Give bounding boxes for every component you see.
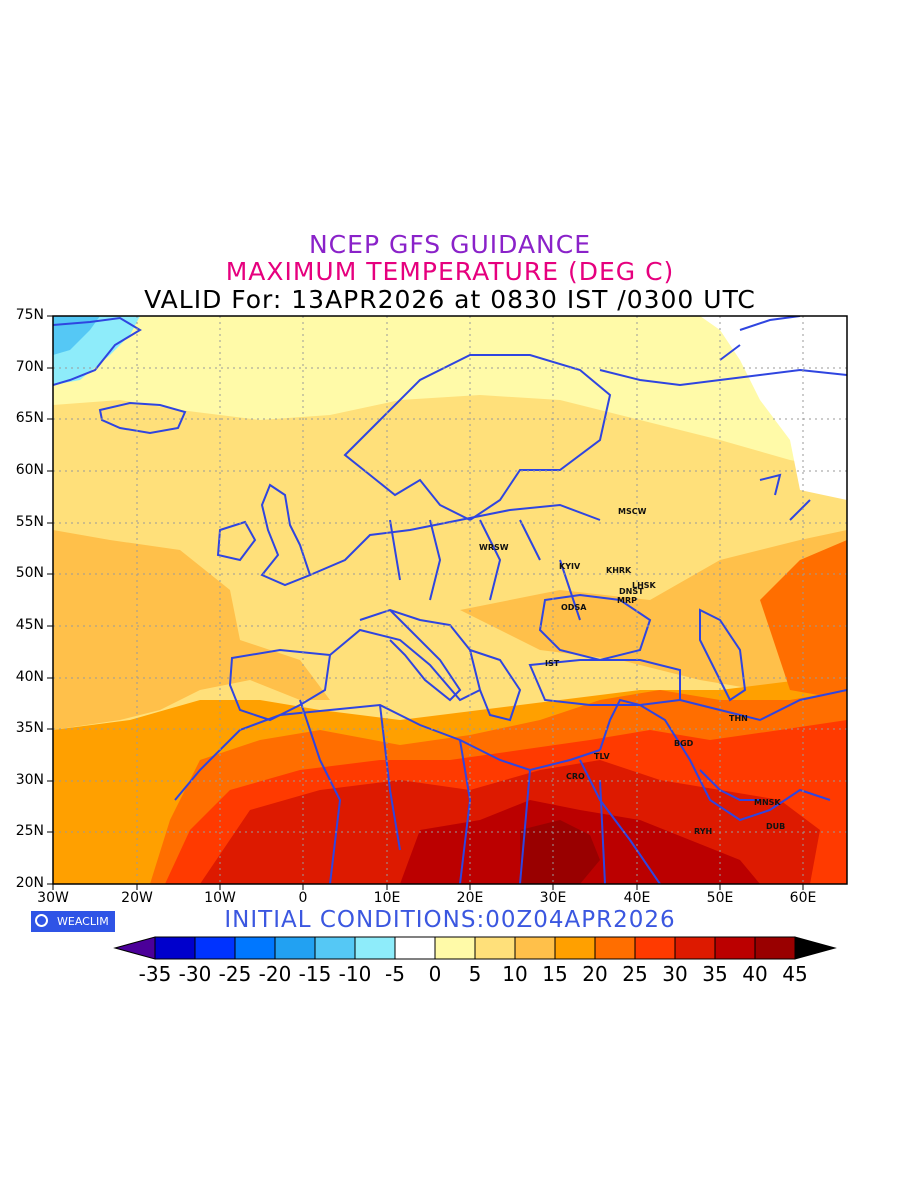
lat-label: 75N	[15, 307, 44, 323]
temp-band-10-east	[460, 530, 847, 700]
temp-band-40	[520, 820, 600, 884]
title-line3: VALID For: 13APR2026 at 0830 IST /0300 U…	[144, 285, 756, 314]
city-label: DUB	[766, 822, 786, 831]
colorbar-box	[714, 936, 756, 960]
lat-label: 20N	[15, 875, 44, 891]
colorbar-tick-label: -20	[258, 962, 292, 986]
colorbar-box	[354, 936, 396, 960]
lat-label: 70N	[15, 359, 44, 375]
colorbar-box	[594, 936, 636, 960]
lat-label: 25N	[15, 823, 44, 839]
lon-label: 60E	[789, 890, 817, 906]
city-label: IST	[545, 659, 560, 668]
colorbar-tick-label: 45	[782, 962, 808, 986]
colorbar-tick-label: -35	[138, 962, 172, 986]
city-label: MSCW	[618, 507, 647, 516]
colorbar-tick-label: 0	[428, 962, 442, 986]
colorbar-tick-label: 40	[742, 962, 768, 986]
lon-label: 10E	[373, 890, 401, 906]
colorbar-tick-label: 15	[542, 962, 568, 986]
city-label: RYH	[694, 827, 713, 836]
grid	[53, 316, 847, 884]
initial-conditions: INITIAL CONDITIONS:00Z04APR2026	[224, 907, 676, 933]
colorbar-box	[314, 936, 356, 960]
lon-label: 40E	[623, 890, 651, 906]
lat-label: 65N	[15, 410, 44, 426]
colorbar-box	[194, 936, 236, 960]
colorbar-box	[674, 936, 716, 960]
colorbar	[113, 936, 837, 960]
colorbar-tick-label: 35	[702, 962, 728, 986]
city-label: MNSK	[754, 798, 781, 807]
badge-label: WEACLIM	[57, 915, 109, 928]
city-label: TLV	[594, 752, 610, 761]
temp-band-20-east	[760, 540, 847, 700]
colorbar-box	[634, 936, 676, 960]
weaclim-logo-icon	[35, 914, 48, 927]
city-label: DNST	[619, 587, 644, 596]
lon-label: 30E	[539, 890, 567, 906]
temp-band-cold-greenland-2	[53, 316, 100, 355]
lat-label: 35N	[15, 720, 44, 736]
colorbar-tick-label: -15	[298, 962, 332, 986]
city-label: ODSA	[561, 603, 587, 612]
colorbar-arrow-high	[794, 936, 837, 960]
city-label: KYIV	[559, 562, 581, 571]
city-label: WRSW	[479, 543, 509, 552]
lat-label: 30N	[15, 772, 44, 788]
colorbar-tick-label: -25	[218, 962, 252, 986]
colorbar-box	[554, 936, 596, 960]
colorbar-box	[154, 936, 196, 960]
colorbar-tick-label: -5	[385, 962, 405, 986]
city-label: LHSK	[632, 581, 656, 590]
colorbar-tick-label: -10	[338, 962, 372, 986]
map-frame	[52, 315, 848, 885]
colorbar-arrow-low	[113, 936, 156, 960]
lat-label: 45N	[15, 617, 44, 633]
lon-label: 20W	[121, 890, 153, 906]
temp-band-10-atlantic	[53, 530, 330, 730]
lon-label: 10W	[204, 890, 236, 906]
colorbar-box	[394, 936, 436, 960]
colorbar-tick-label: 10	[502, 962, 528, 986]
coastlines	[53, 316, 847, 884]
title-line2: MAXIMUM TEMPERATURE (DEG C)	[225, 257, 675, 286]
colorbar-box	[474, 936, 516, 960]
colorbar-box	[274, 936, 316, 960]
colorbar-box	[434, 936, 476, 960]
axis-ticks	[47, 315, 804, 890]
city-label: BGD	[674, 739, 694, 748]
colorbar-tick-label: 20	[582, 962, 608, 986]
temp-band-cold-arctic	[700, 316, 847, 500]
lon-label: 50E	[706, 890, 734, 906]
city-label: CRO	[566, 772, 585, 781]
lat-label: 60N	[15, 462, 44, 478]
city-label: KHRK	[606, 566, 632, 575]
lat-label: 40N	[15, 669, 44, 685]
city-label: MRP	[617, 596, 637, 605]
temp-band-5-north	[53, 316, 847, 470]
lon-label: 20E	[456, 890, 484, 906]
lat-label: 50N	[15, 565, 44, 581]
colorbar-tick-label: 25	[622, 962, 648, 986]
colorbar-tick-label: 5	[468, 962, 482, 986]
colorbar-tick-label: 30	[662, 962, 688, 986]
city-label: THN	[729, 714, 748, 723]
lon-label: 0	[298, 890, 308, 906]
lon-label: 30W	[37, 890, 69, 906]
lat-label: 55N	[15, 514, 44, 530]
colorbar-box	[514, 936, 556, 960]
title-line1: NCEP GFS GUIDANCE	[308, 230, 591, 259]
weaclim-badge: WEACLIM	[31, 911, 115, 932]
colorbar-box	[754, 936, 796, 960]
colorbar-tick-label: -30	[178, 962, 212, 986]
colorbar-box	[234, 936, 276, 960]
